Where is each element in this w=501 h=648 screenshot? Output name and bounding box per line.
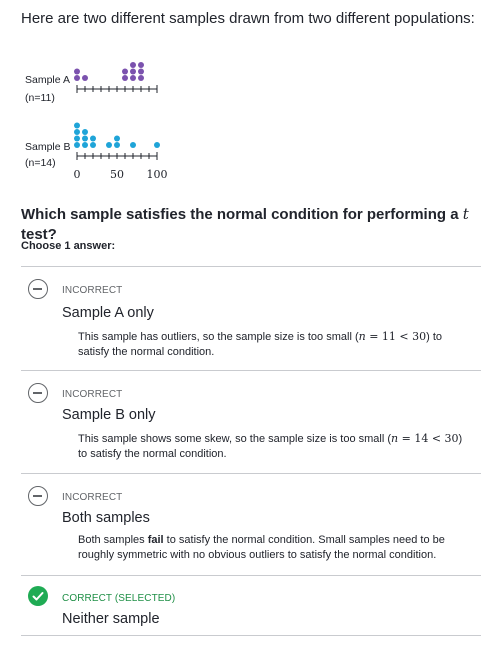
question-suffix: test? [21,226,57,243]
sample-b-dot [90,142,96,148]
choice-rationale: Both samples fail to satisfy the normal … [78,534,445,561]
sample-a-dot [130,68,136,75]
sample-a-n: (n=11) [25,92,55,104]
question-prefix: Which sample satisfies the normal condit… [21,206,463,223]
divider [21,635,481,636]
correct-check-icon [28,586,48,606]
sample-a-plot [74,62,158,93]
choice-rationale: This sample has outliers, so the sample … [78,330,443,358]
sample-b-label: Sample B [25,141,71,153]
choice-neither-sample[interactable]: CORRECT (SELECTED) Neither sample [21,575,481,635]
choice-sample-a-only[interactable]: INCORRECT Sample A only This sample has … [21,266,481,370]
question-variable: t [462,205,469,223]
sample-a-dot [138,68,144,75]
choice-both-samples[interactable]: INCORRECT Both samples Both samples fail… [21,473,481,575]
choice-label: Neither sample [62,611,160,627]
sample-a-dot [130,75,136,81]
choice-label: Both samples [62,510,150,526]
axis-tick-label: 100 [147,168,168,181]
sample-a-dot [74,68,80,75]
sample-b-dot [106,142,112,148]
sample-b-dot [154,142,160,148]
divider [21,575,481,576]
choice-sample-b-only[interactable]: INCORRECT Sample B only This sample show… [21,370,481,473]
choice-label: Sample A only [62,305,154,321]
sample-b-dot [130,142,136,148]
sample-b-dot [90,135,96,142]
sample-b-dot [114,142,120,148]
axis-tick-labels: 0 50 100 [74,168,168,181]
sample-a-dot [130,62,136,68]
divider [21,266,481,267]
sample-b-n: (n=14) [25,157,56,169]
dot-plots: Sample A (n=11) Sample B (n=14) 0 50 100 [25,62,168,181]
sample-b-dot [114,135,120,142]
sample-a-label: Sample A [25,74,70,86]
divider [21,370,481,371]
incorrect-icon [28,486,48,506]
choose-label: Choose 1 answer: [21,240,116,252]
sample-a-dot [74,75,80,81]
choice-rationale: This sample shows some skew, so the samp… [78,432,463,460]
sample-a-dot [122,75,128,81]
intro-text: Here are two different samples drawn fro… [21,10,475,27]
sample-b-dot [82,142,88,148]
sample-b-dot [74,135,80,142]
incorrect-icon [28,279,48,299]
question-text: Which sample satisfies the normal condit… [21,204,501,245]
choice-label: Sample B only [62,407,156,423]
sample-b-plot [74,122,160,160]
axis-tick-label: 0 [74,168,81,181]
divider [21,473,481,474]
sample-b-dot [74,129,80,135]
incorrect-icon [28,383,48,403]
sample-b-dot [82,129,88,135]
axis-tick-label: 50 [110,168,124,181]
sample-b-dot [74,142,80,148]
sample-b-dot [74,122,80,129]
sample-b-dot [82,135,88,142]
choice-status: INCORRECT [62,389,123,400]
choice-status: INCORRECT [62,492,123,503]
sample-a-dot [138,75,144,81]
choice-status: INCORRECT [62,285,123,296]
sample-a-dot [138,62,144,68]
sample-a-dot [82,75,88,81]
choice-status: CORRECT (SELECTED) [62,593,176,604]
sample-a-dot [122,68,128,75]
